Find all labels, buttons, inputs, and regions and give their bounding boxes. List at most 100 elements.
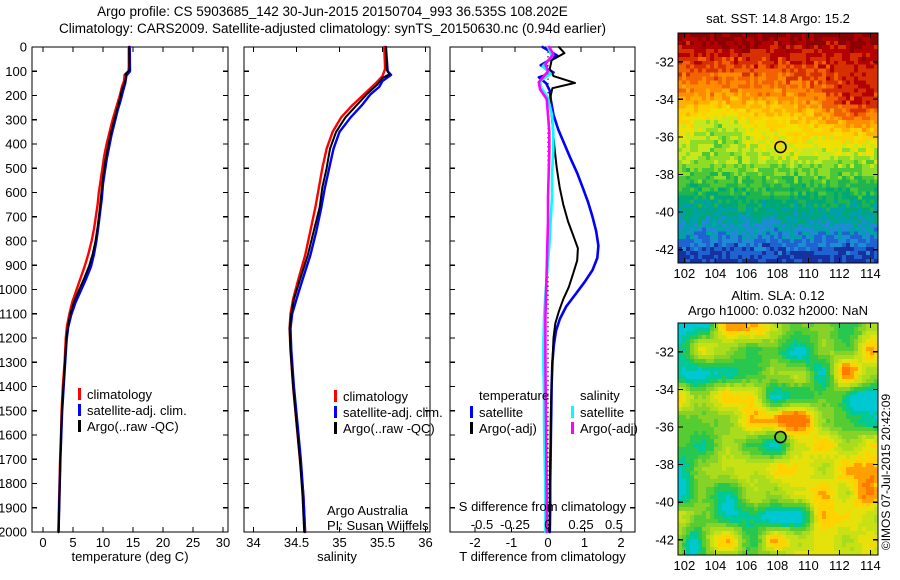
figure-title-line2: Climatology: CARS2009. Satellite-adjuste… — [58, 21, 607, 36]
svg-text:34.5: 34.5 — [284, 535, 309, 550]
svg-text:1000: 1000 — [0, 282, 27, 297]
svg-text:600: 600 — [5, 185, 27, 200]
svg-text:800: 800 — [5, 234, 27, 249]
svg-text:2000: 2000 — [0, 525, 27, 540]
legend-label: Argo(..raw -QC) — [343, 420, 435, 436]
svg-text:0.5: 0.5 — [605, 517, 623, 532]
argo-float-marker — [774, 140, 787, 154]
legend-diff-salinity: salinity satellite Argo(-adj) — [571, 388, 638, 436]
legend-swatch — [334, 422, 337, 434]
series-difference-t-argo-adj- — [548, 46, 579, 533]
svg-text:-34: -34 — [655, 92, 674, 107]
legend-swatch — [571, 406, 574, 418]
map-sla: 102 104 106 108 110 112 114-32-34-36-38-40-42 — [655, 322, 881, 573]
svg-text:500: 500 — [5, 161, 27, 176]
svg-text:900: 900 — [5, 258, 27, 273]
legend-item: climatology — [334, 388, 443, 404]
sla-map-title-line1: Altim. SLA: 0.12 — [731, 288, 825, 303]
svg-text:1400: 1400 — [0, 379, 27, 394]
svg-text:1500: 1500 — [0, 403, 27, 418]
sla-map-title-line2: Argo h1000: 0.032 h2000: NaN — [688, 303, 868, 318]
svg-text:-42: -42 — [655, 242, 674, 257]
legend-label: satellite-adj. clim. — [87, 402, 187, 418]
svg-text:-32: -32 — [655, 54, 674, 69]
svg-text:0: 0 — [39, 535, 46, 550]
legend-label: climatology — [87, 386, 153, 402]
legend-item: Argo(-adj) — [470, 420, 549, 436]
panel-salinity: 34 34.5 35 35.5 36 — [243, 45, 433, 550]
sst-map-title: sat. SST: 14.8 Argo: 15.2 — [706, 11, 850, 26]
legend-label: climatology — [343, 388, 409, 404]
legend-label: Argo(-adj) — [479, 420, 537, 436]
svg-text:200: 200 — [5, 88, 27, 103]
svg-text:15: 15 — [126, 535, 140, 550]
svg-text:0.25: 0.25 — [568, 517, 593, 532]
series-temperature-satellite-adj-clim- — [57, 45, 132, 534]
svg-text:36: 36 — [418, 535, 432, 550]
legend-item: Argo(..raw -QC) — [334, 420, 443, 436]
legend-diff-temperature-header: temperature — [479, 388, 550, 403]
svg-text:-0.5: -0.5 — [471, 517, 493, 532]
legend-item: satellite-adj. clim. — [78, 402, 187, 418]
svg-text:0: 0 — [544, 517, 551, 532]
svg-text:20: 20 — [156, 535, 170, 550]
imos-watermark: ©IMOS 07-Jul-2015 20:42:09 — [879, 393, 893, 551]
svg-text:35.5: 35.5 — [370, 535, 395, 550]
svg-text:10: 10 — [96, 535, 110, 550]
argo-float-marker — [774, 430, 787, 444]
legend-diff-temperature: temperature satellite Argo(-adj) — [470, 388, 549, 436]
svg-text:-0.25: -0.25 — [500, 517, 530, 532]
legend-label: satellite-adj. clim. — [343, 404, 443, 420]
credit-block: Argo Australia PI: Susan Wijffels — [327, 503, 429, 533]
legend-swatch — [78, 404, 81, 416]
svg-text:-1: -1 — [506, 535, 518, 550]
panel-temperature: 0 5 10 15 20 25 300100200300400500600700800900… — [0, 40, 230, 551]
series-temperature-climatology — [57, 45, 131, 534]
legend-swatch — [334, 390, 337, 402]
series-salinity-argo-raw-qc- — [288, 46, 391, 533]
s-difference-axis-label: S difference from climatology — [458, 499, 627, 514]
legend-swatch — [470, 422, 473, 434]
credit-line1: Argo Australia — [327, 503, 408, 518]
svg-text:-38: -38 — [655, 167, 674, 182]
svg-text:102: 102 — [674, 266, 696, 281]
legend-item: Argo(..raw -QC) — [78, 418, 187, 434]
legend-swatch — [78, 388, 81, 400]
svg-text:0: 0 — [544, 535, 551, 550]
svg-text:110: 110 — [798, 266, 819, 281]
svg-text:100: 100 — [5, 64, 27, 79]
figure-title-line1: Argo profile: CS 5903685_142 30-Jun-2015… — [97, 4, 568, 19]
svg-text:35: 35 — [332, 535, 346, 550]
credit-line2: PI: Susan Wijffels — [327, 518, 429, 533]
panel-difference: -2 -1 0 1 2 -0.5 -0.25 0 0.25 0.5 — [449, 45, 636, 550]
svg-text:0: 0 — [20, 40, 27, 55]
series-difference-s-argo-adj- — [537, 45, 555, 534]
svg-text:108: 108 — [767, 266, 789, 281]
svg-text:1600: 1600 — [0, 428, 27, 443]
legend-swatch — [470, 406, 473, 418]
legend-label: satellite — [580, 404, 625, 420]
svg-text:1300: 1300 — [0, 355, 27, 370]
svg-text:-2: -2 — [469, 535, 481, 550]
legend-salinity-panel: climatology satellite-adj. clim. Argo(..ra… — [334, 388, 443, 436]
temperature-axis-label: temperature (deg C) — [71, 549, 189, 564]
legend-item: Argo(-adj) — [571, 420, 638, 436]
series-temperature-argo-raw-qc- — [57, 46, 131, 533]
svg-text:400: 400 — [5, 137, 27, 152]
legend-swatch — [571, 422, 574, 434]
svg-text:-36: -36 — [655, 129, 674, 144]
svg-text:1100: 1100 — [0, 306, 27, 321]
series-salinity-climatology — [288, 45, 387, 534]
svg-text:1800: 1800 — [0, 476, 27, 491]
svg-text:1700: 1700 — [0, 452, 27, 467]
svg-text:1: 1 — [581, 535, 588, 550]
salinity-axis-label: salinity — [317, 549, 357, 564]
legend-swatch — [334, 406, 337, 418]
legend-item: satellite — [470, 404, 549, 420]
svg-text:106: 106 — [736, 266, 758, 281]
t-difference-axis-label: T difference from climatology — [459, 549, 626, 564]
svg-text:-40: -40 — [655, 205, 674, 220]
legend-item: climatology — [78, 386, 187, 402]
